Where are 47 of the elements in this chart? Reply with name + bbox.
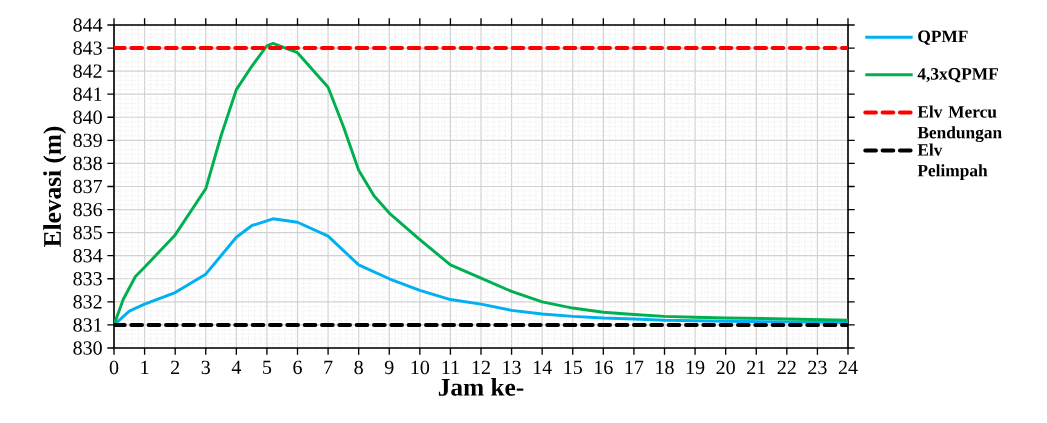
x-tick-label: 22: [777, 360, 796, 374]
x-tick-label: 17: [625, 360, 644, 374]
y-tick-label: 833: [73, 272, 102, 286]
x-tick-label: 18: [656, 360, 674, 375]
legend-label: 4,3xQPMF: [917, 68, 998, 83]
x-tick-label: 1: [141, 360, 149, 374]
x-tick-label: 11: [442, 360, 459, 374]
x-tick-label: 20: [716, 360, 735, 375]
x-tick-label: 23: [808, 360, 827, 375]
y-tick-label: 839: [73, 133, 102, 148]
y-tick-label: 842: [73, 64, 102, 78]
line-series: [114, 217, 848, 327]
x-tick-label: 4: [231, 360, 242, 374]
legend-label: QPMF: [918, 30, 968, 45]
x-tick-label: 13: [503, 360, 521, 375]
y-axis-title: Elevasi (m): [43, 126, 67, 247]
x-tick-label: 24: [838, 360, 858, 374]
x-tick-label: 2: [171, 360, 180, 374]
legend-label: Elv Mercu Bendungan: [917, 105, 1002, 143]
x-tick-label: 14: [533, 360, 552, 374]
y-tick-label: 843: [73, 41, 102, 55]
x-tick-label: 10: [411, 360, 430, 375]
y-tick-label: 836: [73, 202, 103, 217]
legend-label: Elv Pelimpah: [917, 143, 988, 180]
y-tick-label: 830: [73, 341, 102, 355]
x-tick-label: 0: [109, 360, 119, 375]
x-tick-label: 3: [201, 360, 210, 375]
x-tick-label: 8: [354, 360, 363, 375]
y-tick-label: 831: [73, 318, 102, 332]
x-tick-label: 9: [384, 360, 394, 375]
y-tick-label: 844: [73, 18, 103, 32]
x-tick-label: 16: [595, 360, 613, 375]
y-tick-label: 834: [73, 248, 103, 263]
y-tick-label: 841: [73, 87, 102, 101]
x-axis-title: Jam ke-: [438, 378, 524, 396]
y-tick-label: 832: [73, 295, 102, 309]
y-tick-label: 835: [73, 225, 102, 240]
x-tick-label: 6: [293, 360, 302, 375]
y-tick-label: 838: [73, 156, 102, 171]
x-tick-label: 15: [564, 360, 582, 375]
x-tick-label: 21: [747, 360, 766, 374]
x-tick-label: 19: [686, 360, 705, 375]
x-tick-label: 12: [472, 360, 490, 374]
y-tick-label: 837: [73, 179, 103, 194]
y-tick-label: 840: [73, 110, 102, 125]
x-tick-label: 7: [324, 360, 333, 374]
x-tick-label: 5: [263, 360, 272, 374]
